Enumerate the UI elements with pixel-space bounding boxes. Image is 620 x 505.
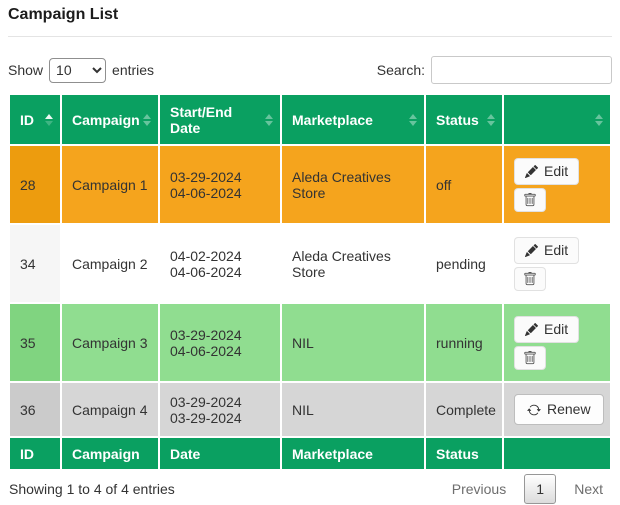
search-input[interactable] [431,56,612,84]
table-row: 36 Campaign 4 03-29-2024 03-29-2024 NIL … [10,383,610,436]
page-number-button[interactable]: 1 [524,474,556,504]
table-controls: Show 10 entries Search: [8,56,612,84]
delete-button[interactable] [514,188,546,212]
cell-marketplace: NIL [282,383,424,436]
pencil-icon [525,165,538,178]
cell-marketplace: Aleda Creatives Store [282,146,424,223]
footer-header-marketplace: Marketplace [282,438,424,469]
header-row: ID Campaign Start/End Date Marketplace S… [10,95,610,144]
cell-campaign: Campaign 1 [62,146,158,223]
table-header: ID Campaign Start/End Date Marketplace S… [10,95,610,144]
cell-status: running [426,304,502,381]
table-info-bar: Showing 1 to 4 of 4 entries Previous 1 N… [8,474,612,504]
footer-header-id: ID [10,438,60,469]
cell-date: 03-29-2024 04-06-2024 [160,304,280,381]
show-label: Show [8,62,43,78]
column-header-actions[interactable] [504,95,610,144]
edit-button[interactable]: Edit [514,237,579,264]
cell-actions: Edit [504,146,610,223]
footer-header-status: Status [426,438,502,469]
cell-id: 36 [10,383,60,436]
column-header-id[interactable]: ID [10,95,60,144]
footer-header-date: Date [160,438,280,469]
table-row: 35 Campaign 3 03-29-2024 04-06-2024 NIL … [10,304,610,381]
divider [8,36,612,37]
sort-icon [409,114,417,126]
cell-id: 34 [10,225,60,302]
next-page-button[interactable]: Next [566,475,611,503]
trash-icon [523,193,537,207]
trash-icon [523,272,537,286]
cell-date: 03-29-2024 03-29-2024 [160,383,280,436]
sort-icon [45,114,53,126]
cell-date: 03-29-2024 04-06-2024 [160,146,280,223]
cell-actions: Renew [504,383,610,436]
entries-label: entries [112,62,154,78]
campaign-table: ID Campaign Start/End Date Marketplace S… [8,93,612,471]
table-body: 28 Campaign 1 03-29-2024 04-06-2024 Aled… [10,146,610,436]
sort-icon [595,114,603,126]
pencil-icon [525,323,538,336]
cell-actions: Edit [504,225,610,302]
column-header-marketplace[interactable]: Marketplace [282,95,424,144]
trash-icon [523,351,537,365]
cell-status: pending [426,225,502,302]
campaign-list-panel: Campaign List Show 10 entries Search: ID [0,0,620,504]
search-control: Search: [377,56,612,84]
table-row: 34 Campaign 2 04-02-2024 04-06-2024 Aled… [10,225,610,302]
delete-button[interactable] [514,267,546,291]
cell-campaign: Campaign 4 [62,383,158,436]
cell-id: 28 [10,146,60,223]
sort-icon [143,114,151,126]
pagination: Previous 1 Next [444,474,611,504]
renew-button[interactable]: Renew [514,394,604,425]
delete-button[interactable] [514,346,546,370]
cell-campaign: Campaign 2 [62,225,158,302]
cell-campaign: Campaign 3 [62,304,158,381]
edit-button[interactable]: Edit [514,316,579,343]
edit-button[interactable]: Edit [514,158,579,185]
length-control: Show 10 entries [8,58,154,83]
entries-summary: Showing 1 to 4 of 4 entries [9,481,175,497]
sort-icon [265,114,273,126]
footer-header-actions [504,438,610,469]
search-label: Search: [377,62,425,78]
cell-id: 35 [10,304,60,381]
refresh-icon [527,403,541,417]
table-footer: ID Campaign Date Marketplace Status [10,438,610,469]
sort-icon [487,114,495,126]
page-size-select[interactable]: 10 [49,58,106,83]
cell-date: 04-02-2024 04-06-2024 [160,225,280,302]
cell-status: off [426,146,502,223]
page-title: Campaign List [8,6,612,24]
column-header-date[interactable]: Start/End Date [160,95,280,144]
cell-actions: Edit [504,304,610,381]
previous-page-button[interactable]: Previous [444,475,514,503]
cell-marketplace: Aleda Creatives Store [282,225,424,302]
footer-header-campaign: Campaign [62,438,158,469]
footer-row: ID Campaign Date Marketplace Status [10,438,610,469]
cell-marketplace: NIL [282,304,424,381]
pencil-icon [525,244,538,257]
column-header-status[interactable]: Status [426,95,502,144]
table-row: 28 Campaign 1 03-29-2024 04-06-2024 Aled… [10,146,610,223]
column-header-campaign[interactable]: Campaign [62,95,158,144]
cell-status: Complete [426,383,502,436]
